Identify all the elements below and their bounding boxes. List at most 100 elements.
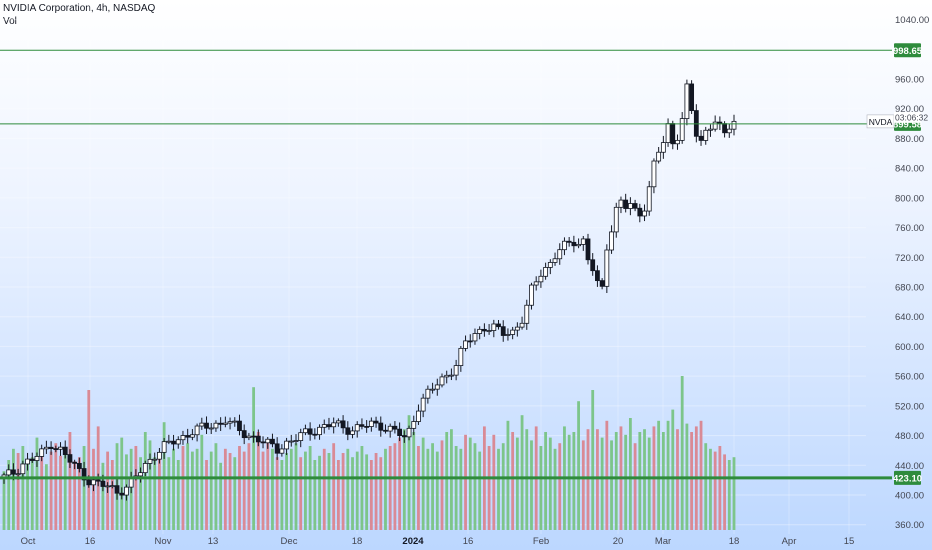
x-tick-label: Mar [655,536,671,547]
volume-bar [351,457,354,530]
volume-bar [143,432,147,530]
x-tick-label: 2024 [402,536,424,547]
volume-bar [478,451,482,530]
volume-bar [190,451,194,530]
volume-bar [450,429,453,530]
candle-up [425,388,431,399]
x-tick-label: Apr [782,536,797,547]
volume-bar [285,453,288,530]
candle-up [293,440,299,442]
volume-bar [614,432,618,530]
y-tick-label: 800.00 [895,193,924,204]
candle-down [72,461,78,464]
volume-bar [426,448,430,530]
candle-down [119,492,125,496]
volume-bar [487,446,491,530]
candle-down [86,479,92,486]
volume-bar [704,443,708,530]
candle-up [411,421,417,429]
volume-bar [727,460,731,530]
candle-down [401,435,407,438]
price-level-tag [894,43,921,58]
volume-bar [374,453,378,530]
candle-up [232,420,238,423]
candle-down [637,207,643,217]
volume-bar [459,448,463,530]
volume-bar [407,415,411,530]
volume-bar [647,437,651,530]
volume-bar [473,443,477,530]
candle-up [368,420,374,427]
candle-up [627,203,633,209]
volume-bar [219,462,223,530]
candle-down [632,203,638,209]
x-tick-label: Dec [281,536,298,547]
candle-down [171,440,176,445]
candle-down [373,420,379,424]
volume-bar [713,451,717,530]
candle-up [157,451,162,460]
y-tick-label: 560.00 [895,372,924,383]
candle-up [331,422,337,428]
volume-bar [181,446,185,530]
candle-up [34,456,40,461]
candle-down [623,199,629,209]
volume-bar [492,434,496,530]
y-tick-label: 440.00 [895,461,924,472]
volume-bar [153,457,157,530]
volume-bar [21,446,25,530]
volume-bar [158,453,161,530]
volume-bar [30,457,34,530]
volume-bar [54,443,58,530]
candle-up [656,151,662,162]
candle-up [321,424,327,428]
candle-down [378,422,384,431]
volume-bar [558,443,562,530]
candle-down [251,435,257,438]
candle-down [237,420,242,431]
volume-bar [497,448,500,530]
x-tick-label: 16 [463,536,474,547]
candle-up [6,469,12,476]
volume-bar [661,432,665,530]
candle-up [288,440,294,443]
candle-up [246,435,252,439]
candle-up [642,210,647,217]
volume-bar [369,460,373,530]
volume-bar [440,440,444,530]
volume-bar [501,443,505,530]
volume-bar [176,460,180,530]
candle-up [138,472,143,477]
volume-bar [318,455,321,530]
candle-up [538,275,544,283]
volume-bar [605,420,609,530]
volume-bar [59,455,62,530]
volume-bar [553,448,557,530]
volume-bar [134,446,138,530]
x-tick-label: 16 [85,536,96,547]
candle-down [595,270,600,282]
candle-down [185,435,191,438]
volume-bar [2,471,6,530]
volume-bar [304,451,307,530]
volume-bar [120,437,124,530]
volume-bar [16,453,20,530]
candle-up [491,323,497,331]
candle-up [580,238,586,245]
volume-bar [87,390,91,530]
candle-down [359,424,365,427]
volume-bar [567,434,571,530]
candle-up [194,425,200,436]
candle-up [180,435,186,441]
candle-up [562,240,567,251]
y-tick-label: 680.00 [895,283,924,294]
volume-bar [261,451,265,530]
price-level-label: 998.65 [893,46,923,57]
volume-bar [676,429,679,530]
volume-bar [148,440,152,530]
volume-bar [365,454,369,530]
candle-down [274,443,280,454]
volume-bar [200,434,204,530]
candle-up [420,397,426,412]
